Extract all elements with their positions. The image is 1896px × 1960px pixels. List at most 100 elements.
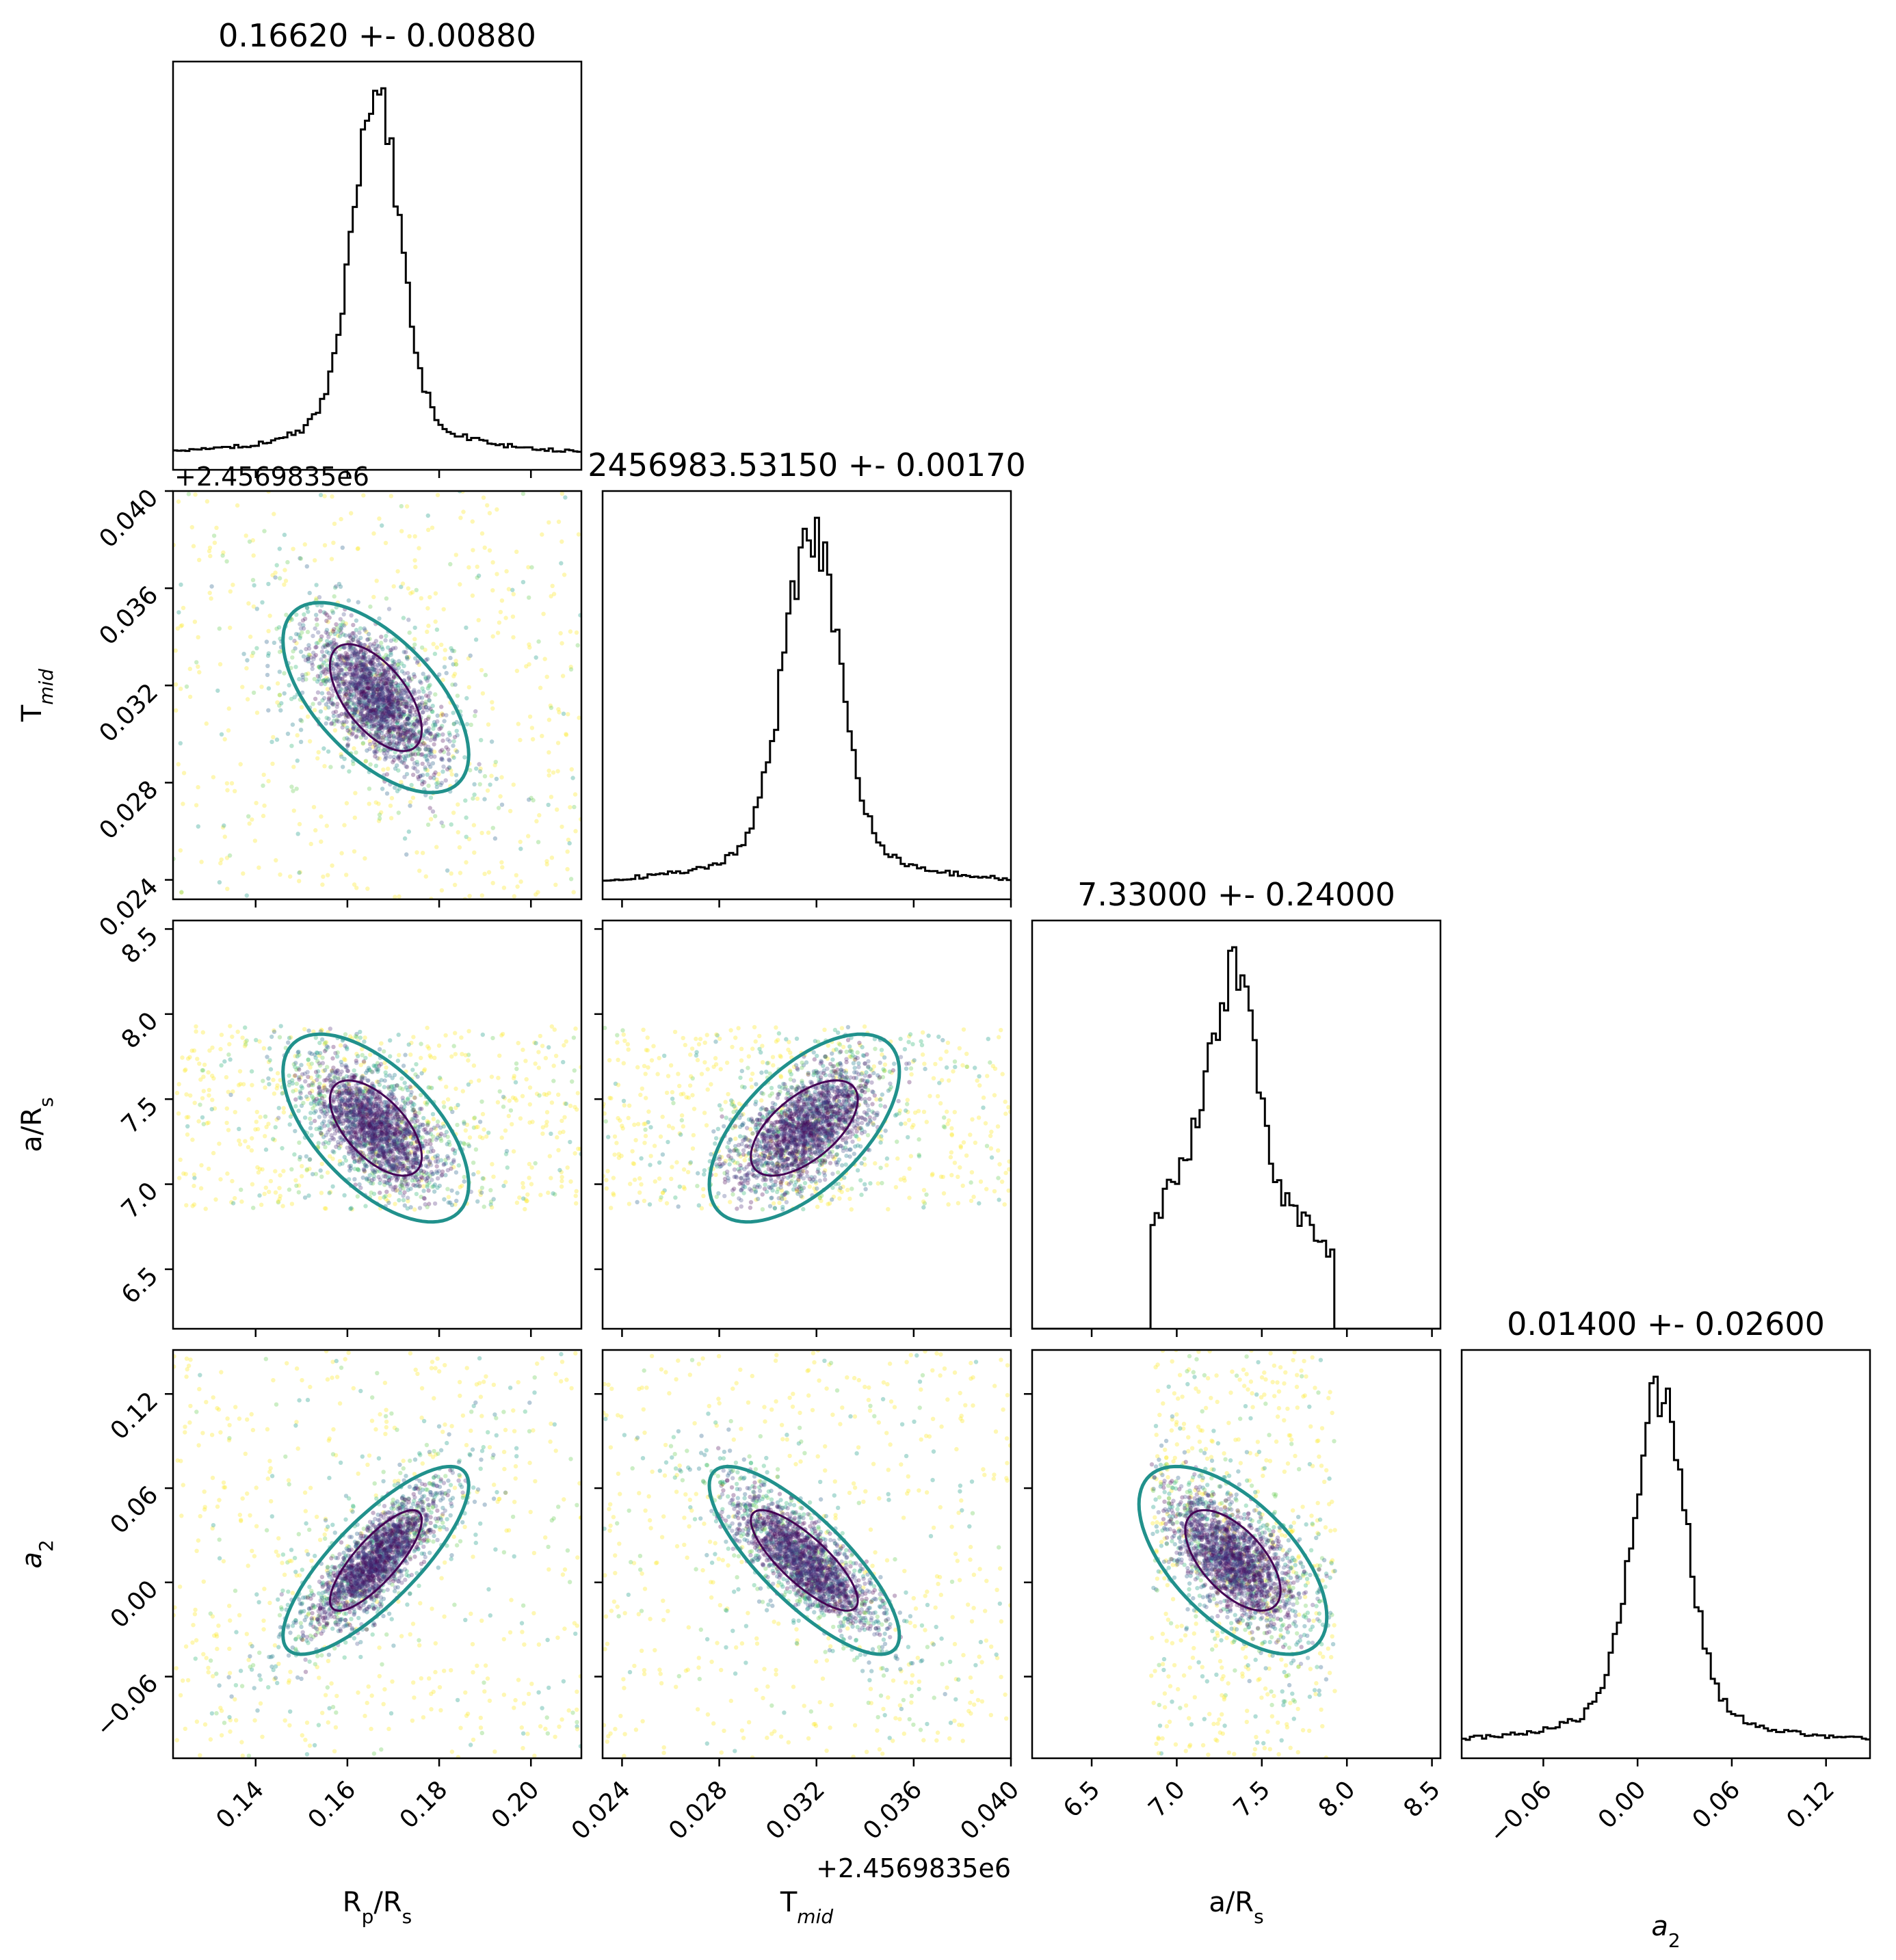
scatter-point — [401, 615, 406, 620]
scatter-point — [421, 1115, 426, 1121]
scatter-point — [442, 719, 447, 724]
scatter-point — [457, 845, 462, 850]
scatter-point — [399, 706, 404, 712]
scatter-point — [396, 704, 401, 708]
scatter-point — [358, 678, 363, 683]
scatter-point — [453, 773, 459, 778]
scatter-point — [350, 1115, 355, 1120]
scatter-point — [311, 805, 317, 810]
scatter-point — [391, 713, 396, 718]
scatter-point — [218, 861, 223, 866]
scatter-point — [373, 750, 378, 756]
scatter-point — [485, 503, 490, 508]
scatter-point — [549, 856, 555, 860]
scatter-point — [399, 1076, 404, 1081]
scatter-point — [506, 587, 512, 592]
scatter-point — [412, 731, 417, 736]
scatter-point — [274, 737, 280, 742]
scatter-point — [432, 1201, 438, 1206]
scatter-point — [303, 658, 308, 663]
scatter-point — [427, 683, 432, 687]
scatter-point — [414, 660, 420, 665]
scatter-point — [428, 706, 433, 712]
scatter-point — [342, 654, 347, 659]
scatter-point — [448, 655, 453, 661]
scatter-point — [376, 704, 381, 708]
scatter-point — [400, 581, 406, 586]
scatter-point — [360, 1074, 365, 1078]
scatter-point — [482, 1176, 486, 1181]
scatter-point — [568, 805, 572, 810]
scatter-point — [402, 730, 407, 736]
scatter-point — [387, 704, 393, 709]
scatter-point — [430, 761, 436, 766]
scatter-point — [359, 706, 365, 711]
scatter-point — [391, 708, 396, 713]
scatter-point — [452, 672, 458, 676]
scatter-point — [377, 697, 382, 702]
scatter-point — [373, 667, 378, 672]
scatter-point — [362, 663, 367, 668]
scatter-point — [360, 674, 365, 679]
scatter-point — [384, 1105, 389, 1110]
scatter-point — [440, 677, 445, 683]
scatter-point — [402, 1081, 407, 1085]
scatter-point — [381, 704, 386, 709]
scatter-point — [374, 730, 379, 735]
scatter-point — [378, 1190, 382, 1195]
scatter-point — [408, 799, 413, 805]
scatter-point — [430, 809, 436, 814]
scatter-point — [397, 754, 401, 758]
scatter-point — [425, 513, 430, 518]
scatter-point — [389, 1084, 395, 1089]
scatter-point — [378, 706, 382, 711]
scatter-point — [278, 1193, 282, 1199]
scatter-point — [308, 1126, 313, 1130]
scatter-point — [361, 1093, 367, 1098]
scatter-point — [426, 1120, 431, 1125]
scatter-point — [412, 1207, 417, 1212]
scatter-point — [400, 737, 405, 742]
scatter-point — [354, 1031, 359, 1037]
scatter-point — [343, 661, 347, 665]
scatter-point — [414, 739, 419, 744]
scatter-point — [408, 591, 413, 596]
scatter-point — [323, 611, 328, 616]
scatter-point — [347, 683, 352, 687]
scatter-point — [263, 1185, 268, 1190]
scatter-point — [379, 730, 384, 736]
scatter-point — [306, 659, 311, 664]
scatter-point — [394, 699, 399, 704]
scatter-point — [324, 630, 328, 635]
scatter-point — [282, 671, 287, 676]
scatter-point — [237, 1069, 243, 1074]
scatter-point — [296, 1049, 301, 1055]
scatter-point — [389, 1120, 393, 1125]
scatter-point — [378, 702, 383, 707]
scatter-point — [350, 707, 355, 713]
scatter-point — [500, 1031, 505, 1037]
scatter-point — [410, 732, 415, 738]
scatter-point — [343, 687, 347, 692]
scatter-point — [406, 586, 411, 591]
scatter-point — [382, 696, 388, 701]
scatter-point — [348, 728, 353, 732]
scatter-point — [512, 1076, 516, 1081]
scatter-point — [425, 1184, 430, 1189]
scatter-point — [380, 717, 385, 722]
scatter-point — [375, 695, 380, 700]
scatter-point — [425, 1120, 430, 1126]
scatter-point — [311, 702, 315, 706]
scatter-point — [355, 1091, 360, 1096]
scatter-point — [333, 642, 339, 648]
scatter-point — [373, 675, 378, 680]
scatter-point — [338, 1143, 343, 1149]
scatter-point — [320, 882, 325, 887]
scatter-point — [368, 661, 373, 665]
scatter-point — [373, 676, 378, 681]
scatter-point — [527, 642, 531, 647]
scatter-point — [413, 564, 418, 570]
scatter-point — [358, 1094, 363, 1099]
scatter-point — [511, 592, 516, 596]
scatter-point — [547, 768, 551, 773]
